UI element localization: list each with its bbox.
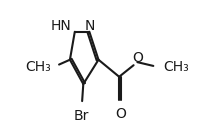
Text: CH₃: CH₃	[163, 60, 189, 74]
Text: HN: HN	[50, 19, 71, 33]
Text: O: O	[132, 51, 143, 65]
Text: N: N	[85, 19, 95, 33]
Text: CH₃: CH₃	[25, 60, 51, 74]
Text: Br: Br	[73, 109, 89, 123]
Text: O: O	[116, 107, 126, 121]
